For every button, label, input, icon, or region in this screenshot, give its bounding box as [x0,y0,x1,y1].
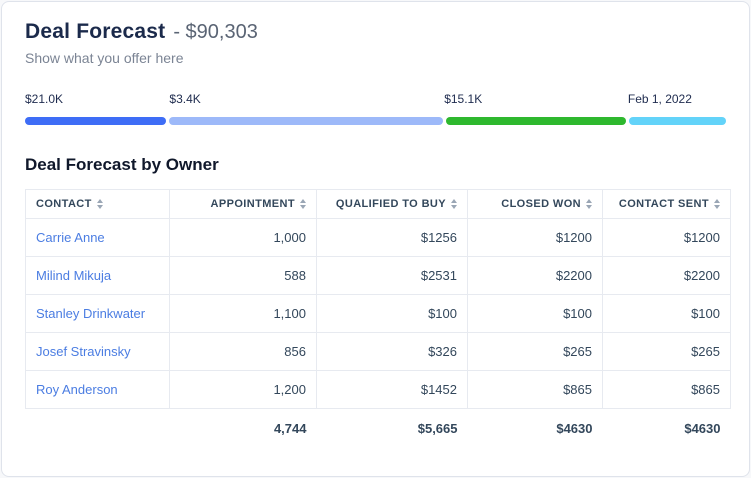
contact-link[interactable]: Stanley Drinkwater [36,306,146,321]
table-row: Stanley Drinkwater 1,100 $100 $100 $100 [25,294,731,333]
cell-closed-won: $865 [467,370,603,409]
page-title-amount: - $90,303 [173,21,258,43]
column-header-qualified-to-buy[interactable]: QUALIFIED TO BUY [316,189,468,219]
cell-qualified-to-buy: $326 [316,332,468,371]
progress-segment-label: $21.0K [25,92,64,106]
cell-qualified-to-buy: $1452 [316,370,468,409]
column-header-appointment[interactable]: APPOINTMENT [169,189,317,219]
column-header-label: CONTACT SENT [618,198,709,210]
cell-appointment: 588 [169,256,317,295]
table-row: Josef Stravinsky 856 $326 $265 $265 [25,332,731,371]
column-header-label: CONTACT [36,198,92,210]
table-row: Roy Anderson 1,200 $1452 $865 $865 [25,370,731,409]
total-appointment: 4,744 [169,408,317,448]
progress-segment-label: Feb 1, 2022 [627,92,692,106]
cell-qualified-to-buy: $1256 [316,218,468,257]
cell-contact-sent: $865 [602,370,731,409]
total-closed-won: $4630 [467,408,603,448]
page-header: Deal Forecast - $90,303 [25,20,726,44]
total-empty [25,408,170,448]
cell-appointment: 856 [169,332,317,371]
total-qualified-to-buy: $5,665 [316,408,468,448]
column-header-label: QUALIFIED TO BUY [335,198,446,210]
cell-qualified-to-buy: $100 [316,294,468,333]
contact-link[interactable]: Milind Mikuja [36,268,112,283]
column-header-label: CLOSED WON [501,198,581,210]
contact-link[interactable]: Roy Anderson [36,382,118,397]
column-header-label: APPOINTMENT [210,198,295,210]
cell-contact-sent: $265 [602,332,731,371]
column-header-closed-won[interactable]: CLOSED WON [467,189,603,219]
forecast-progress-labels: $21.0K $3.4K $15.1K Feb 1, 2022 [25,92,726,110]
cell-qualified-to-buy: $2531 [316,256,468,295]
cell-contact-sent: $1200 [602,218,731,257]
page-subtitle: Show what you offer here [25,50,184,66]
progress-segment-label: $15.1K [444,92,483,106]
cell-contact-sent: $2200 [602,256,731,295]
cell-contact-sent: $100 [602,294,731,333]
cell-closed-won: $2200 [467,256,603,295]
sort-icon [714,199,720,210]
forecast-progress-bar [25,117,726,125]
cell-closed-won: $100 [467,294,603,333]
table-row: Carrie Anne 1,000 $1256 $1200 $1200 [25,218,731,257]
cell-appointment: 1,200 [169,370,317,409]
section-title: Deal Forecast by Owner [25,155,219,174]
sort-icon [586,199,592,210]
sort-icon [96,199,103,210]
table-totals-row: 4,744 $5,665 $4630 $4630 [25,408,731,448]
progress-segment [629,117,726,125]
forecast-progress: $21.0K $3.4K $15.1K Feb 1, 2022 [25,92,726,125]
progress-segment-label: $3.4K [169,92,201,106]
cell-appointment: 1,000 [169,218,317,257]
progress-segment [169,117,443,125]
contact-link[interactable]: Carrie Anne [36,230,105,245]
progress-segment [25,117,167,125]
sort-icon [451,199,457,210]
table-row: Milind Mikuja 588 $2531 $2200 $2200 [25,256,731,295]
sort-icon [300,199,306,210]
deal-forecast-table: CONTACT APPOINTMENT QUALIFIED TO BUY CLO… [25,189,731,448]
progress-segment [445,117,627,125]
column-header-contact-sent[interactable]: CONTACT SENT [602,189,731,219]
cell-closed-won: $265 [467,332,603,371]
cell-appointment: 1,100 [169,294,317,333]
total-contact-sent: $4630 [602,408,731,448]
column-header-contact[interactable]: CONTACT [25,189,170,219]
table-header-row: CONTACT APPOINTMENT QUALIFIED TO BUY CLO… [25,189,731,219]
contact-link[interactable]: Josef Stravinsky [36,344,131,359]
page-title: Deal Forecast [25,20,166,43]
cell-closed-won: $1200 [467,218,603,257]
